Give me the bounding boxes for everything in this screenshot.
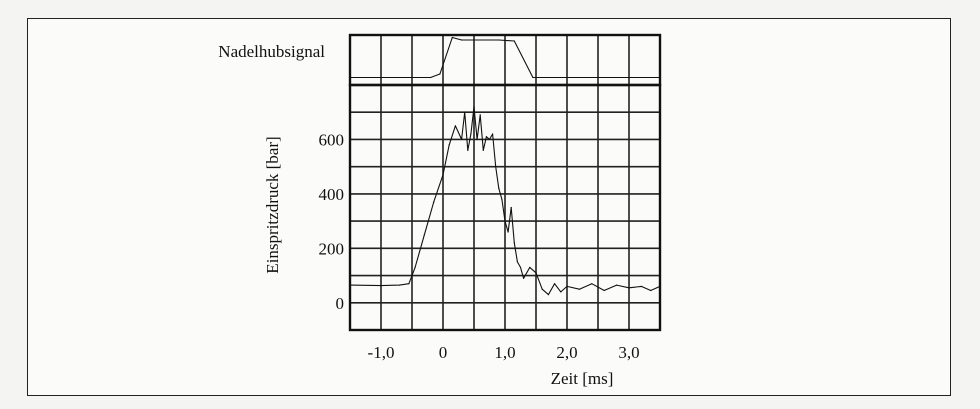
data-point — [485, 136, 487, 138]
data-point — [516, 261, 519, 263]
data-point — [439, 73, 441, 75]
pressure-panel: 0 200 400 600 -1,0 0 1,0 2,0 3,0 — [319, 83, 662, 362]
data-point — [616, 284, 618, 286]
data-point — [523, 277, 525, 279]
data-point — [433, 201, 435, 203]
data-point — [578, 288, 581, 290]
data-point — [488, 138, 491, 140]
data-point — [513, 242, 515, 244]
data-point — [498, 39, 500, 41]
x-tick-label: 2,0 — [556, 343, 577, 362]
data-point — [566, 285, 568, 287]
data-point — [408, 283, 410, 285]
data-point — [504, 220, 506, 222]
data-point — [482, 149, 484, 151]
data-point — [473, 106, 475, 108]
data-point — [547, 294, 550, 296]
data-point — [430, 76, 432, 79]
data-point — [591, 283, 593, 285]
data-point — [507, 231, 509, 233]
data-point — [659, 76, 661, 79]
data-point — [519, 266, 522, 268]
data-point — [464, 111, 466, 113]
x-tick-label: 3,0 — [618, 343, 639, 362]
data-point — [554, 283, 556, 285]
data-point — [380, 285, 382, 287]
y-tick-label: 600 — [319, 130, 345, 149]
data-point — [532, 76, 534, 79]
nadelhub-title: Nadelhubsignal — [218, 42, 325, 61]
data-point — [349, 76, 351, 79]
data-point — [541, 288, 543, 290]
y-axis-label: Einspritzdruck [bar] — [263, 136, 282, 273]
data-point — [461, 39, 463, 41]
x-tick-label: 0 — [439, 343, 448, 362]
figure-frame — [27, 18, 951, 396]
data-point — [349, 284, 351, 286]
data-point — [640, 285, 643, 287]
data-point — [495, 166, 497, 168]
series-line-0 — [349, 106, 661, 296]
nadelhub-panel — [348, 33, 662, 87]
plot-border — [348, 83, 662, 332]
data-point — [513, 40, 515, 42]
y-tick-label: 400 — [319, 185, 345, 204]
data-point — [461, 138, 463, 140]
data-point — [560, 291, 562, 293]
x-tick-label: -1,0 — [368, 343, 395, 362]
y-tick-label: 0 — [336, 294, 345, 313]
data-point — [628, 287, 630, 289]
data-point — [650, 289, 652, 292]
x-tick-label: 1,0 — [494, 343, 515, 362]
data-point — [603, 289, 605, 292]
data-point — [476, 138, 478, 140]
data-point — [479, 114, 481, 116]
data-point — [442, 174, 444, 176]
data-point — [492, 133, 494, 135]
data-point — [414, 266, 416, 268]
data-point — [510, 206, 512, 209]
data-point — [535, 272, 537, 274]
data-point — [529, 266, 531, 268]
data-point — [451, 36, 453, 39]
data-point — [399, 284, 401, 286]
x-axis-label: Zeit [ms] — [551, 369, 614, 388]
data-point — [498, 187, 500, 189]
data-point — [659, 285, 661, 287]
data-point — [454, 125, 456, 127]
y-tick-label: 200 — [319, 239, 345, 258]
data-point — [423, 234, 425, 236]
data-point — [448, 144, 450, 146]
data-point — [501, 198, 503, 200]
data-point — [470, 133, 472, 135]
data-point — [467, 149, 469, 151]
